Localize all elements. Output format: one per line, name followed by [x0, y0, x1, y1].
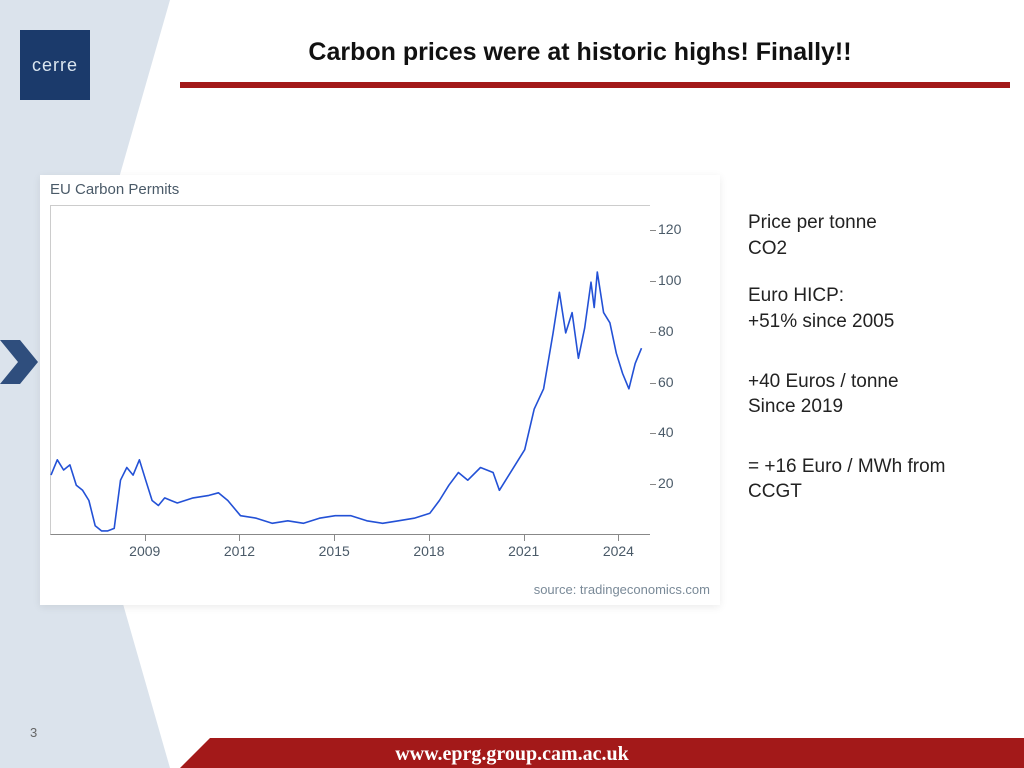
note-hicp: Euro HICP: [748, 285, 844, 306]
note-euros-tonne: +40 Euros / tonne [748, 371, 899, 392]
note-price-per-tonne: Price per tonne [748, 212, 877, 233]
arrow-decoration [0, 340, 40, 389]
footer-url: www.eprg.group.cam.ac.uk [0, 743, 1024, 766]
note-ccgt: = +16 Euro / MWh from [748, 456, 945, 477]
footer-bar: www.eprg.group.cam.ac.uk [0, 738, 1024, 768]
side-annotations: Price per tonneCO2 Euro HICP:+51% since … [748, 210, 1013, 527]
chart-title: EU Carbon Permits [50, 181, 179, 198]
cerre-logo: cerre [20, 30, 90, 100]
carbon-price-chart: EU Carbon Permits 20406080100120 2009201… [40, 175, 720, 605]
title-underline [180, 82, 1010, 88]
plot-area [50, 205, 650, 535]
chart-source: source: tradingeconomics.com [534, 582, 710, 597]
page-title: Carbon prices were at historic highs! Fi… [200, 38, 960, 67]
